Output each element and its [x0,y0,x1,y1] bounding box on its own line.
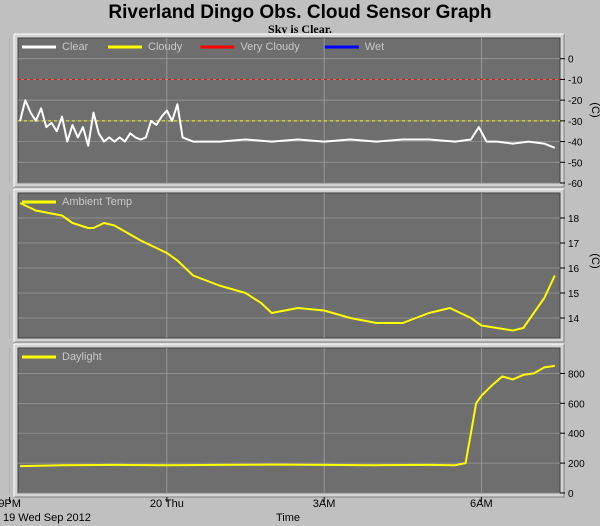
legend-label: Ambient Temp [62,196,132,208]
y-tick-label: 14 [568,314,580,325]
plot-area [17,347,561,494]
legend-label: Clear [62,41,89,53]
y-tick-label: 400 [568,429,585,440]
y-tick-label: -50 [568,158,583,169]
x-axis-start-date: 19 Wed Sep 2012 [3,512,91,524]
y-tick-label: -30 [568,117,583,128]
y-tick-label: 15 [568,289,580,300]
y-tick-label: -20 [568,96,583,107]
panel-1: 0 -10 -20 -30 -40 -50 -60 (C) Clear Cloudy Very Cl… [9,33,600,190]
x-tick-label: 9PM [0,498,21,510]
series-line [20,364,555,468]
y-tick-label: 16 [568,264,580,275]
y-tick-label: 18 [568,214,580,225]
legend-label: Cloudy [148,41,183,53]
plot-area [17,37,561,184]
legend-label: Daylight [62,351,102,363]
y-tick-label: -10 [568,75,583,86]
x-tick-label: 6AM [470,498,493,510]
y-tick-label: 17 [568,239,580,250]
series-line [19,99,556,149]
panel-3: 0 200 400 600 800 Daylight [9,343,585,500]
series-line [19,202,556,332]
y-tick-label: -40 [568,138,583,149]
y-tick-label: 200 [568,459,585,470]
x-tick-label: 20 Thu [150,498,184,510]
sky-status-text: Sky is Clear. [268,22,332,36]
y-axis-label: (C) [589,253,600,268]
x-tick-label: 3AM [313,498,336,510]
y-tick-label: 0 [568,55,574,66]
legend-label: Very Cloudy [240,41,300,53]
y-tick-label: 600 [568,399,585,410]
y-tick-label: 800 [568,369,585,380]
plot-area [17,192,561,339]
panel-2: 14 15 16 17 18 (C) Ambient Temp [9,188,600,343]
y-tick-label: -60 [568,179,583,190]
legend-label: Wet [365,41,384,53]
x-axis-label: Time [276,512,300,524]
y-tick-label: 0 [568,489,574,500]
chart-title: Riverland Dingo Obs. Cloud Sensor Graph [108,2,492,23]
y-axis-label: (C) [589,102,600,117]
